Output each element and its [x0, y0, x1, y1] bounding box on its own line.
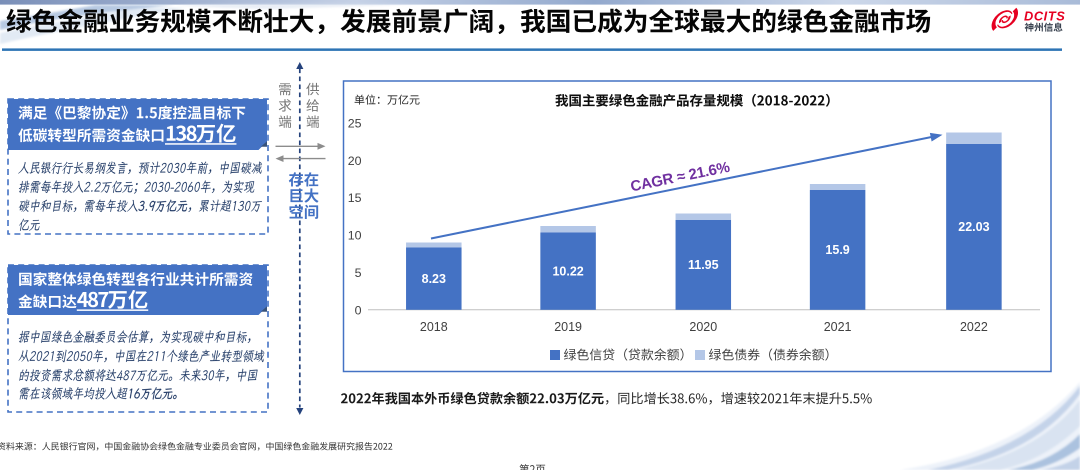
svg-text:22.03: 22.03: [958, 220, 989, 234]
svg-text:10.22: 10.22: [552, 265, 583, 279]
svg-text:2019: 2019: [554, 320, 582, 334]
svg-text:15.9: 15.9: [825, 243, 849, 257]
svg-text:11.95: 11.95: [688, 258, 719, 272]
svg-text:0: 0: [355, 303, 362, 317]
svg-text:15: 15: [348, 191, 362, 205]
svg-text:2020: 2020: [689, 320, 717, 334]
svg-text:DCITS: DCITS: [1024, 9, 1065, 24]
svg-text:20: 20: [348, 154, 362, 168]
svg-text:25: 25: [348, 116, 362, 130]
svg-text:2021: 2021: [824, 320, 852, 334]
svg-text:8.23: 8.23: [422, 272, 446, 286]
svg-text:2022: 2022: [960, 320, 988, 334]
svg-text:5: 5: [355, 266, 362, 280]
svg-text:10: 10: [348, 229, 362, 243]
svg-text:2018: 2018: [420, 320, 448, 334]
